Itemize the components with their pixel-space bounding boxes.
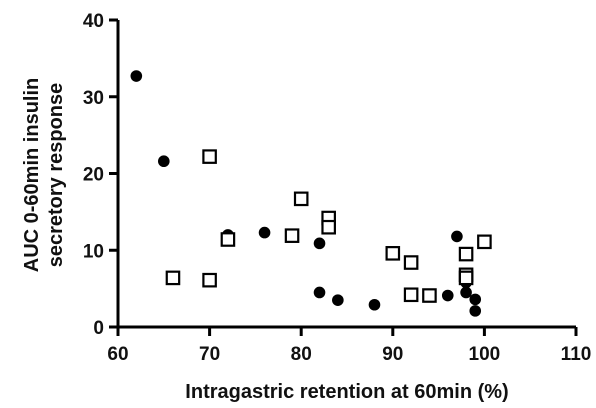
open-square-point: [385, 246, 401, 261]
data-points: [130, 70, 492, 317]
open-square-point: [403, 287, 419, 303]
open-square-point: [422, 288, 437, 303]
y-tick-label: 40: [83, 11, 104, 32]
open-square-point: [403, 255, 419, 270]
filled-circle-point: [441, 289, 454, 302]
open-square-point: [458, 246, 474, 262]
axes: [116, 20, 576, 329]
filled-circle-point: [460, 286, 472, 299]
y-tick-label: 20: [83, 165, 104, 186]
x-tick-label: 90: [382, 344, 403, 365]
filled-circle-point: [451, 230, 463, 243]
filled-circle-point: [130, 70, 143, 82]
filled-circle-point: [469, 305, 482, 317]
filled-circle-point: [313, 286, 326, 299]
filled-circle-point: [258, 226, 271, 239]
x-tick-label: 110: [561, 344, 592, 365]
open-square-point: [284, 228, 300, 243]
x-axis-title: Intragastric retention at 60min (%): [185, 381, 508, 403]
x-tick-label: 80: [291, 344, 312, 365]
y-tick-label: 30: [83, 88, 104, 109]
open-square-point: [321, 219, 336, 235]
open-square-point: [458, 270, 474, 286]
y-tick-label: 10: [83, 241, 104, 262]
y-axis-title-line-2: secretory response: [45, 83, 67, 268]
y-tick-label: 0: [93, 318, 104, 339]
open-square-point: [293, 191, 309, 207]
x-tick-label: 100: [469, 344, 501, 365]
x-tick-label: 60: [107, 344, 128, 365]
filled-circle-point: [332, 294, 344, 306]
open-square-point: [477, 234, 492, 250]
y-axis-title-line-1: AUC 0-60min insulin: [21, 78, 43, 272]
open-square-point: [165, 270, 181, 286]
open-square-point: [202, 149, 217, 164]
x-tick-label: 70: [199, 344, 220, 365]
filled-circle-point: [368, 298, 381, 311]
open-square-point: [202, 272, 217, 288]
filled-circle-point: [313, 237, 326, 250]
ticks: 60 70 80 90 100 110 0 10 20 30 40: [83, 11, 591, 365]
filled-circle-point: [158, 155, 170, 168]
filled-circle-point: [469, 293, 482, 306]
open-square-point: [220, 232, 236, 247]
